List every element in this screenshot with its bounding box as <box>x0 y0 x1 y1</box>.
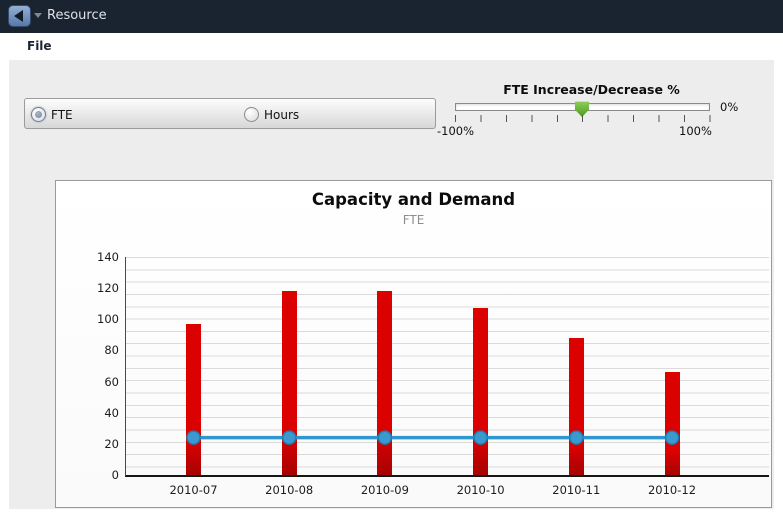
radio-option-hours[interactable]: Hours <box>244 99 299 130</box>
slider-max-label: 100% <box>679 124 712 138</box>
slider-min-label: -100% <box>437 124 474 138</box>
chart-subtitle: FTE <box>56 213 771 227</box>
content-area: FTE Hours FTE Increase/Decrease % 0% -10… <box>9 60 774 509</box>
y-axis-tick-label: 100 <box>73 312 119 326</box>
chart-title: Capacity and Demand <box>56 190 771 209</box>
x-axis-tick-label: 2010-07 <box>154 483 234 497</box>
radio-option-fte[interactable]: FTE <box>31 99 73 130</box>
line-marker-icon <box>570 431 583 444</box>
y-axis-tick-label: 140 <box>73 250 119 264</box>
chart-panel: Capacity and Demand FTE 0 20 40 60 80 100 120 1… <box>55 180 772 508</box>
dropdown-caret-icon[interactable] <box>34 13 42 18</box>
y-axis-tick-label: 40 <box>73 406 119 420</box>
slider-value: 0% <box>720 100 738 114</box>
y-axis-tick-label: 0 <box>73 468 119 482</box>
y-axis-tick-label: 120 <box>73 281 119 295</box>
x-axis-tick-label: 2010-09 <box>345 483 425 497</box>
radio-selected-icon[interactable] <box>31 107 46 122</box>
window-title: Resource <box>47 8 107 23</box>
x-axis-tick-label: 2010-11 <box>536 483 616 497</box>
line-marker-icon <box>187 431 200 444</box>
y-axis-tick-label: 20 <box>73 437 119 451</box>
radio-label: FTE <box>51 108 73 122</box>
x-axis-tick-label: 2010-12 <box>632 483 712 497</box>
slider-title: FTE Increase/Decrease % <box>455 82 728 97</box>
title-bar: Resource <box>0 0 783 33</box>
radio-unselected-icon[interactable] <box>244 107 259 122</box>
y-axis-tick-label: 80 <box>73 343 119 357</box>
view-toggle-group: FTE Hours <box>24 98 436 129</box>
radio-label: Hours <box>264 108 299 122</box>
menu-item-file[interactable]: File <box>27 39 52 53</box>
line-marker-icon <box>666 431 679 444</box>
back-arrow-icon <box>14 10 23 22</box>
slider-ticks <box>455 115 711 122</box>
y-axis-tick-label: 60 <box>73 375 119 389</box>
x-axis-tick-label: 2010-10 <box>441 483 521 497</box>
line-marker-icon <box>378 431 391 444</box>
line-marker-icon <box>283 431 296 444</box>
line-marker-icon <box>474 431 487 444</box>
back-button[interactable] <box>8 5 31 27</box>
line-series <box>125 257 768 475</box>
menu-bar: File <box>0 33 783 60</box>
x-axis-tick-label: 2010-08 <box>249 483 329 497</box>
